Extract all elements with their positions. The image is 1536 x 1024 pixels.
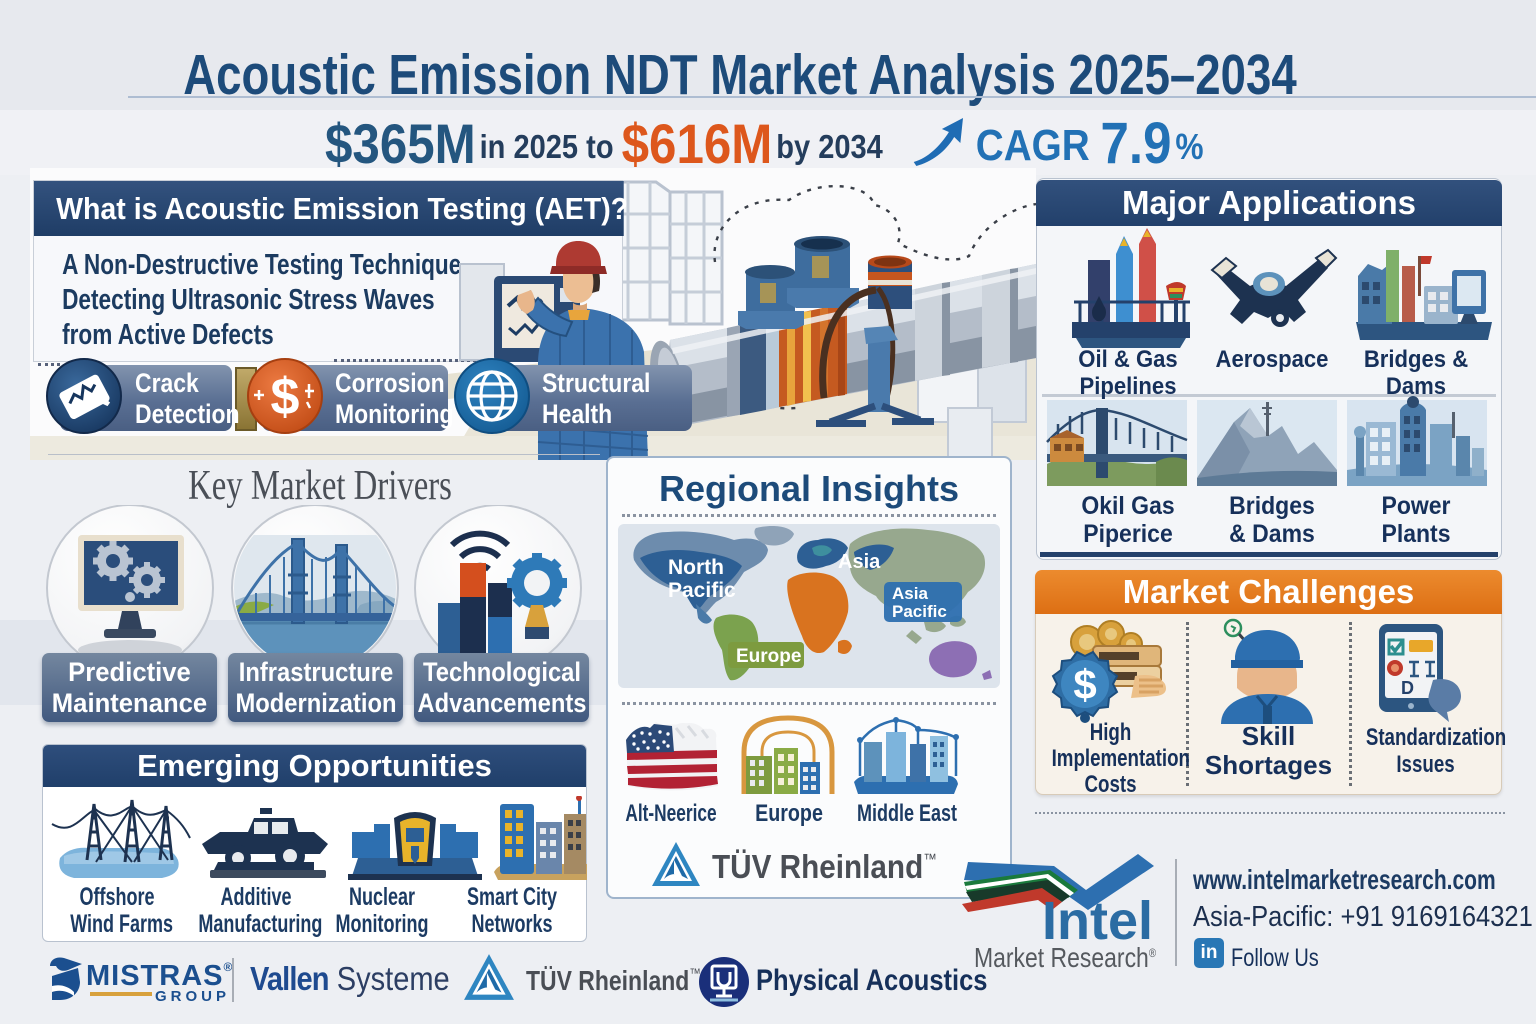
svg-text:Pacific: Pacific (668, 579, 736, 602)
svg-text:Asia: Asia (892, 584, 928, 603)
svg-text:$: $ (1073, 661, 1096, 708)
svg-text:Europe: Europe (736, 646, 801, 667)
svg-text:Pacific: Pacific (892, 602, 947, 621)
svg-text:D: D (1401, 678, 1414, 698)
svg-text:$: $ (271, 368, 300, 426)
svg-text:Asia: Asia (838, 551, 881, 573)
svg-text:North: North (668, 556, 724, 579)
